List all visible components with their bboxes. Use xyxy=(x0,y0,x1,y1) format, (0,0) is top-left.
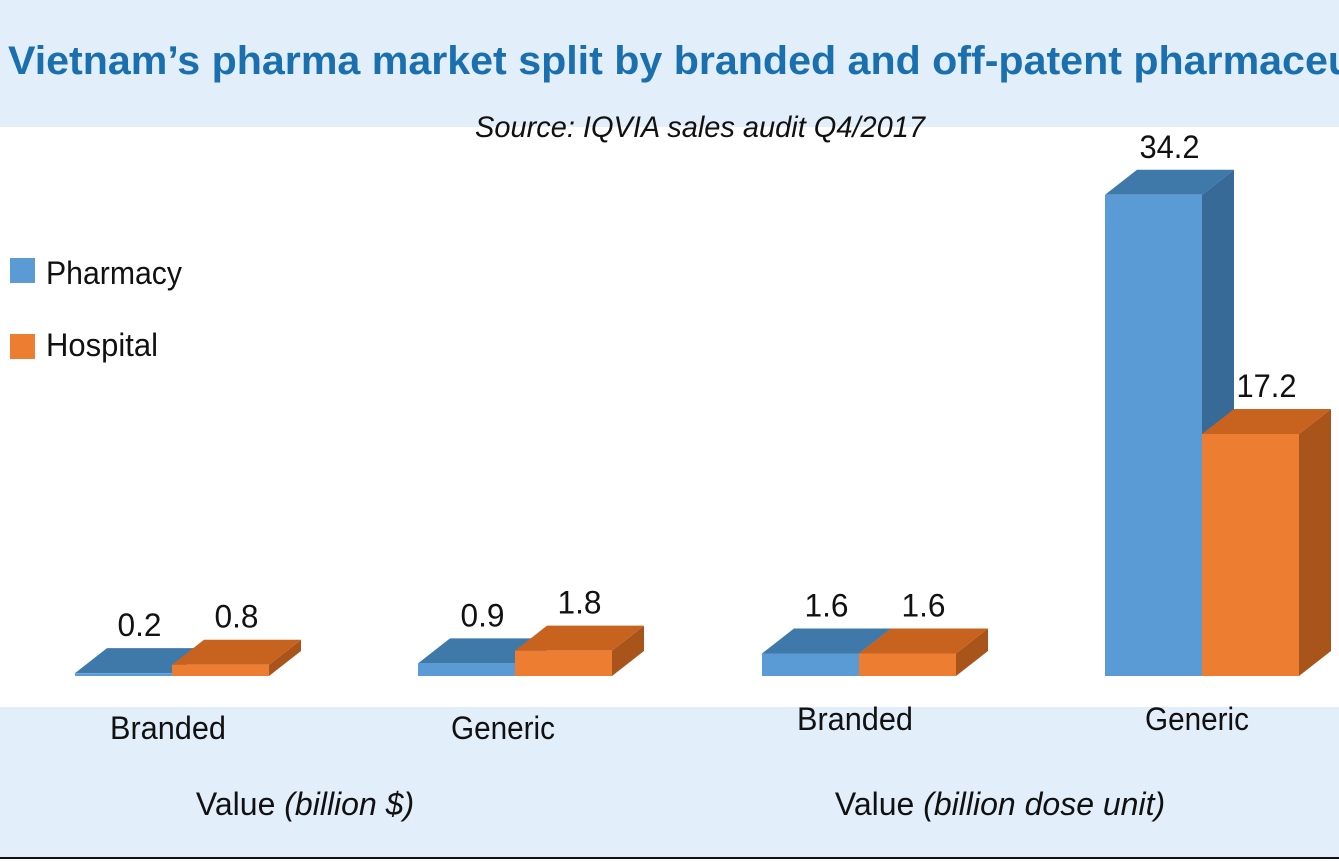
chart-subtitle: Source: IQVIA sales audit Q4/2017 xyxy=(475,111,926,144)
bar-hospital xyxy=(859,653,956,676)
legend-label-pharmacy: Pharmacy xyxy=(46,255,182,291)
bar-pharmacy xyxy=(1105,194,1202,676)
data-label: 0.8 xyxy=(215,599,259,635)
group-label-value-usd: Value (billion $) xyxy=(196,786,414,822)
category-label: Generic xyxy=(451,710,555,746)
data-label: 34.2 xyxy=(1140,129,1200,165)
data-label: 1.6 xyxy=(805,587,849,623)
category-label: Branded xyxy=(797,701,913,737)
category-label: Generic xyxy=(1145,701,1249,737)
data-label: 17.2 xyxy=(1237,368,1297,404)
bar-hospital xyxy=(515,650,612,676)
bar-pharmacy xyxy=(75,673,172,676)
data-label: 1.8 xyxy=(558,585,602,621)
bar-hospital xyxy=(172,664,269,676)
bar-pharmacy xyxy=(762,653,859,676)
bar-top xyxy=(172,639,301,665)
group-label-unit: (billion $) xyxy=(284,786,414,822)
category-label: Branded xyxy=(110,710,226,746)
bar-side xyxy=(612,625,644,676)
bars: 0.2 0.8 0.9 1.8 1.6 1.6 34.2 17.2 xyxy=(75,129,1331,676)
data-label: 1.6 xyxy=(902,587,946,623)
bar-top xyxy=(515,625,644,651)
bar-side xyxy=(956,628,988,676)
bar-top xyxy=(418,638,547,664)
data-label: 0.2 xyxy=(118,607,162,643)
group-label-main: Value xyxy=(835,786,923,822)
bar-top xyxy=(762,628,891,654)
title-band xyxy=(0,0,1339,127)
legend-swatch-pharmacy xyxy=(10,258,35,283)
bar-top xyxy=(75,648,204,674)
legend-label-hospital: Hospital xyxy=(46,327,158,363)
bar-side xyxy=(269,639,301,676)
legend-swatch-hospital xyxy=(10,334,35,359)
bar-top xyxy=(1105,169,1234,195)
bar-side xyxy=(1299,408,1331,676)
chart-title: Vietnam’s pharma market split by branded… xyxy=(8,39,1339,83)
bar-top xyxy=(859,628,988,654)
axis-band xyxy=(0,707,1339,857)
bar-pharmacy xyxy=(418,663,515,676)
bar-hospital xyxy=(1202,433,1299,676)
group-label-unit: (billion dose unit) xyxy=(923,786,1165,822)
data-label: 0.9 xyxy=(461,597,505,633)
bar-top xyxy=(1202,408,1331,434)
group-label-main: Value xyxy=(196,786,284,822)
group-label-value-dose: Value (billion dose unit) xyxy=(835,786,1165,822)
